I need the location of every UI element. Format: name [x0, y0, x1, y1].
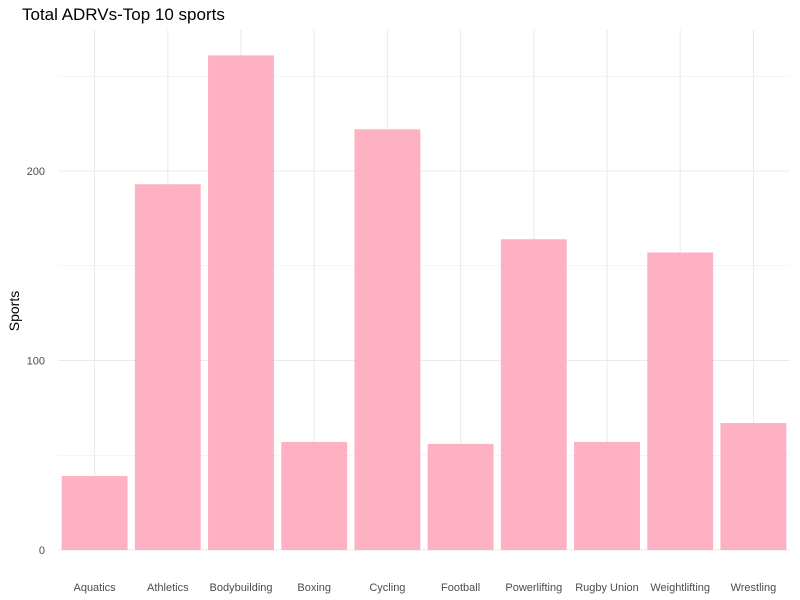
y-axis-ticks: 0 100 200 — [27, 166, 45, 557]
bar-wrestling — [720, 423, 787, 550]
y-axis-label: Sports — [6, 291, 22, 331]
bar-aquatics — [61, 476, 128, 550]
x-tick-label: Boxing — [297, 582, 331, 594]
x-tick-label: Athletics — [147, 582, 189, 594]
y-tick-label: 100 — [27, 356, 45, 368]
bar-rugby-union — [574, 441, 640, 550]
y-tick-label: 0 — [39, 545, 45, 557]
x-tick-label: Football — [441, 582, 480, 594]
x-tick-label: Weightlifting — [650, 582, 710, 594]
bar-layer — [61, 55, 787, 551]
x-tick-label: Bodybuilding — [210, 582, 273, 594]
x-tick-label: Powerlifting — [505, 582, 562, 594]
x-tick-label: Aquatics — [73, 582, 116, 594]
x-tick-label: Cycling — [369, 582, 405, 594]
chart-title: Total ADRVs-Top 10 sports — [22, 5, 225, 24]
x-tick-label: Rugby Union — [575, 582, 639, 594]
bar-boxing — [281, 441, 348, 550]
bar-athletics — [134, 184, 201, 550]
bar-weightlifting — [647, 252, 714, 551]
x-axis-ticks: Aquatics Athletics Bodybuilding Boxing Cycli… — [73, 582, 776, 594]
bar-football — [427, 443, 494, 550]
x-tick-label: Wrestling — [731, 582, 777, 594]
bar-powerlifting — [500, 239, 567, 550]
bar-bodybuilding — [208, 55, 274, 550]
y-tick-label: 200 — [27, 166, 45, 178]
bar-cycling — [354, 129, 421, 550]
